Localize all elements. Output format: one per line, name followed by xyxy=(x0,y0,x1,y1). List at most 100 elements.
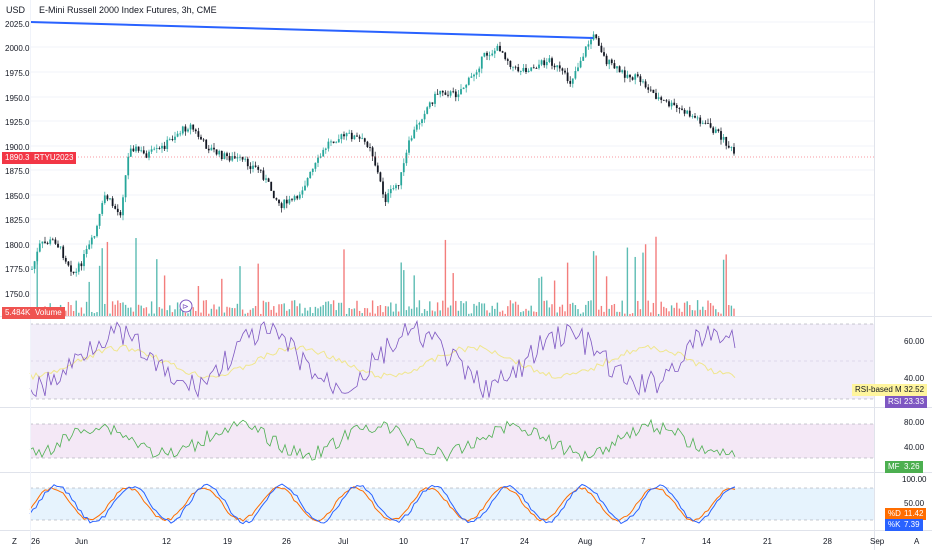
volume-bar xyxy=(665,308,668,316)
candle-body xyxy=(556,65,559,68)
volume-bar xyxy=(299,303,301,316)
volume-bar xyxy=(374,313,376,316)
time-tick: Sep xyxy=(870,537,885,546)
volume-bar xyxy=(683,302,686,316)
pane-separator[interactable] xyxy=(0,407,932,408)
volume-bar xyxy=(496,302,499,316)
candle-body xyxy=(623,70,626,78)
volume-bar xyxy=(249,309,252,316)
candle-body xyxy=(389,189,392,194)
volume-bar xyxy=(551,304,553,316)
candle-body xyxy=(259,169,262,171)
volume-bar xyxy=(322,305,324,316)
volume-bar xyxy=(416,307,418,316)
candle-body xyxy=(187,129,189,132)
volume-bar xyxy=(455,300,457,316)
volume-bar xyxy=(655,236,657,316)
candle-body xyxy=(675,105,678,108)
volume-bar xyxy=(444,239,447,316)
candle-body xyxy=(387,193,390,203)
candle-body xyxy=(410,138,413,141)
candle-body xyxy=(366,141,369,148)
volume-value: 5.484K xyxy=(2,307,34,319)
volume-bar xyxy=(546,300,548,316)
volume-bar xyxy=(119,302,122,316)
volume-bar xyxy=(231,307,233,316)
volume-bar xyxy=(325,301,327,316)
candle-body xyxy=(428,102,431,108)
trendline[interactable] xyxy=(29,21,594,39)
candle-body xyxy=(501,51,504,53)
volume-bar xyxy=(361,313,363,316)
pane-separator[interactable] xyxy=(0,316,932,317)
candle-body xyxy=(111,198,114,206)
last-price-label: 1890.3 xyxy=(2,152,33,164)
auto-scale-button[interactable]: A xyxy=(914,537,920,546)
mf-label: MF xyxy=(885,461,903,473)
volume-bar xyxy=(280,304,283,316)
candle-body xyxy=(119,212,122,216)
volume-bar xyxy=(67,301,70,316)
candle-body xyxy=(202,139,205,141)
stoch-k-value: 7.39 xyxy=(901,519,923,531)
volume-bar xyxy=(137,304,140,316)
candle-body xyxy=(262,170,265,180)
volume-bar xyxy=(371,300,374,316)
pane-separator[interactable] xyxy=(0,472,932,473)
volume-bar xyxy=(634,256,636,316)
time-tick: Aug xyxy=(578,537,593,546)
volume-bar xyxy=(652,302,655,316)
candle-body xyxy=(644,81,647,88)
volume-bar xyxy=(78,312,80,316)
volume-bar xyxy=(462,303,465,316)
candle-body xyxy=(332,141,335,143)
volume-bar xyxy=(553,280,556,316)
candle-body xyxy=(218,150,221,155)
volume-bar xyxy=(483,303,486,316)
volume-bar xyxy=(317,308,319,316)
candle-body xyxy=(467,77,470,85)
time-axis-border xyxy=(0,530,932,531)
candle-body xyxy=(462,87,465,90)
candle-body xyxy=(551,58,553,66)
volume-bar xyxy=(722,259,725,316)
candle-body xyxy=(327,141,330,149)
volume-bar xyxy=(244,313,246,316)
candle-body xyxy=(140,150,143,152)
volume-bar xyxy=(267,301,270,316)
volume-bar xyxy=(202,300,205,316)
candle-body xyxy=(444,92,447,95)
volume-bar xyxy=(540,276,543,316)
volume-bar xyxy=(720,313,722,316)
candle-body xyxy=(673,102,676,106)
price-tick: 2025.0 xyxy=(5,20,30,29)
volume-bar xyxy=(91,311,93,316)
volume-bar xyxy=(434,311,436,316)
volume-bar xyxy=(247,312,249,316)
candle-body xyxy=(699,117,702,124)
candle-body xyxy=(457,94,460,98)
volume-bar xyxy=(400,262,402,316)
zoom-toggle-button[interactable]: Z xyxy=(12,537,17,546)
candle-body xyxy=(361,138,364,140)
candle-body xyxy=(124,175,127,198)
volume-bar xyxy=(517,304,519,316)
candle-body xyxy=(475,72,478,75)
candle-body xyxy=(434,93,436,104)
candle-body xyxy=(582,56,585,61)
volume-bar xyxy=(699,309,701,316)
replay-icon[interactable] xyxy=(179,299,193,313)
volume-bar xyxy=(582,312,584,316)
time-tick: 14 xyxy=(702,537,711,546)
volume-bar xyxy=(195,310,197,316)
candle-body xyxy=(535,68,538,69)
volume-bar xyxy=(296,306,298,316)
volume-bar xyxy=(704,310,707,316)
volume-bar xyxy=(717,312,720,316)
candle-body xyxy=(660,97,663,100)
candle-body xyxy=(278,199,280,204)
candle-body xyxy=(696,117,699,119)
candle-body xyxy=(488,55,491,57)
volume-bar xyxy=(161,308,163,316)
